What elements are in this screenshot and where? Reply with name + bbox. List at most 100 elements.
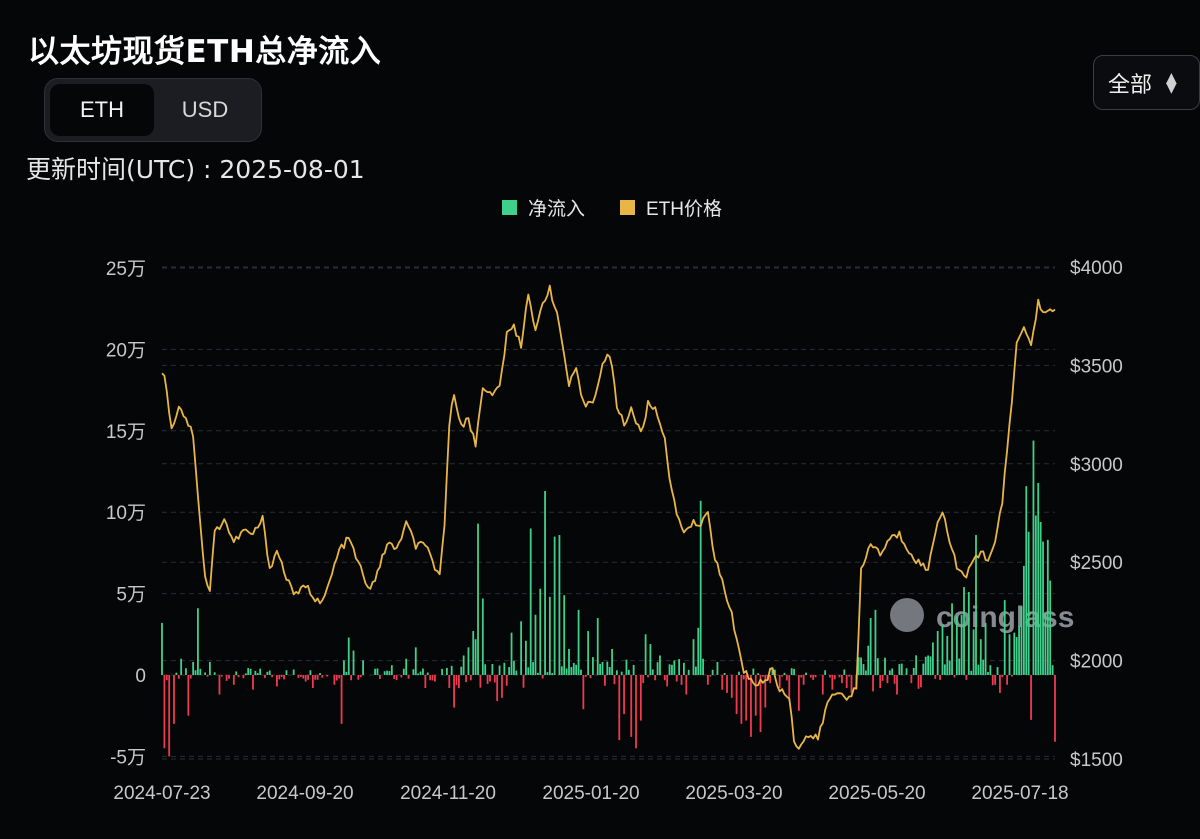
inflow-bar [493,675,496,683]
inflow-bar [299,675,302,677]
unit-option-eth[interactable]: ETH [50,84,154,136]
inflow-bar [802,675,805,685]
inflow-bar [948,660,951,675]
inflow-bar [259,668,262,675]
inflow-bar [501,675,503,698]
inflow-bar [254,670,257,675]
inflow-bar [192,661,195,675]
inflow-bar [314,675,317,680]
inflow-bar [644,634,647,675]
inflow-bar [199,668,202,675]
inflow-bar [627,669,630,675]
inflow-bar [730,675,733,698]
chart-legend: 净流入 ETH价格 [502,198,722,220]
inflow-bar [876,658,879,675]
net-inflow-bars [161,440,1056,757]
inflow-bar [946,635,949,675]
inflow-bar [635,675,637,749]
inflow-bar [271,675,274,678]
inflow-bar [446,667,448,675]
inflow-bar [848,675,851,677]
inflow-bar [292,669,295,675]
inflow-bar [857,657,860,675]
legend-swatch [502,200,517,215]
inflow-bar [752,668,755,675]
inflow-bar [503,662,506,675]
legend-label: ETH价格 [646,198,722,220]
x-tick-label: 2024-07-23 [113,783,210,804]
unit-option-usd[interactable]: USD [181,97,229,122]
inflow-bar [319,673,321,675]
inflow-bar [740,675,743,724]
inflow-bar [1003,600,1006,675]
inflow-bar [711,669,714,675]
unit-toggle[interactable]: ETH USD [44,78,262,142]
inflow-bar [450,665,453,675]
inflow-bar [663,675,666,681]
inflow-bar [434,675,436,682]
inflow-bar [1027,531,1030,675]
inflow-bar [874,609,877,675]
inflow-bar [575,664,578,675]
inflow-bar [362,660,365,675]
inflow-bar [359,675,362,678]
inflow-bar [1008,634,1011,675]
inflow-bar [716,661,719,675]
inflow-bar [759,675,762,732]
inflow-bar [671,664,673,675]
inflow-bar [936,631,939,675]
inflow-bar [402,668,405,675]
inflow-bar [965,675,968,680]
inflow-bar [596,618,599,675]
y-left-tick-label: 0 [135,666,146,687]
inflow-bar [750,675,752,737]
inflow-bar [582,675,585,710]
inflow-bar [527,667,530,675]
inflow-bar [783,672,786,675]
inflow-bar [304,675,307,682]
eth-price-line-group [161,284,1056,750]
inflow-bar [551,673,554,675]
inflow-bar [963,587,965,675]
inflow-bar [357,675,360,680]
inflow-bar [656,662,659,675]
chevron-up-down-icon: ▲ ▼ [1166,69,1177,96]
inflow-bar [390,665,393,675]
inflow-bar [1042,541,1044,675]
time-range-value: 全部 [1108,72,1153,98]
inflow-bar [738,671,740,675]
inflow-bar [864,670,867,675]
time-range-select[interactable]: 全部 ▲ ▼ [1093,55,1200,110]
inflow-bar [407,675,410,679]
inflow-bar [939,675,941,680]
inflow-bar [955,616,958,675]
inflow-bar [824,670,827,675]
coinglass-watermark: coinglass [890,598,1074,634]
inflow-bar [735,675,738,715]
inflow-bar [568,648,570,675]
inflow-bar [843,669,846,675]
inflow-bar [642,675,645,684]
inflow-bar [302,675,305,679]
inflow-bar [343,660,345,675]
inflow-bar [666,675,669,687]
inflow-bar [563,595,566,675]
inflow-bar [769,675,771,684]
inflow-bar [510,632,513,675]
inflow-bar [829,675,831,678]
inflow-bar [316,675,319,680]
inflow-bar [297,675,300,678]
y-left-tick-label: 20万 [106,340,146,361]
inflow-bar [544,491,546,675]
update-time-label: 更新时间(UTC) : 2025-08-01 [26,155,365,184]
inflow-bar [984,622,987,675]
coinglass-logo-icon [890,598,924,632]
inflow-bar [194,670,197,675]
inflow-bar [340,675,343,724]
inflow-bar [867,645,870,675]
inflow-bar [972,629,975,675]
inflow-bar [457,675,460,689]
inflow-bar [565,668,568,675]
inflow-bar [943,664,946,675]
inflow-bar [189,675,192,679]
